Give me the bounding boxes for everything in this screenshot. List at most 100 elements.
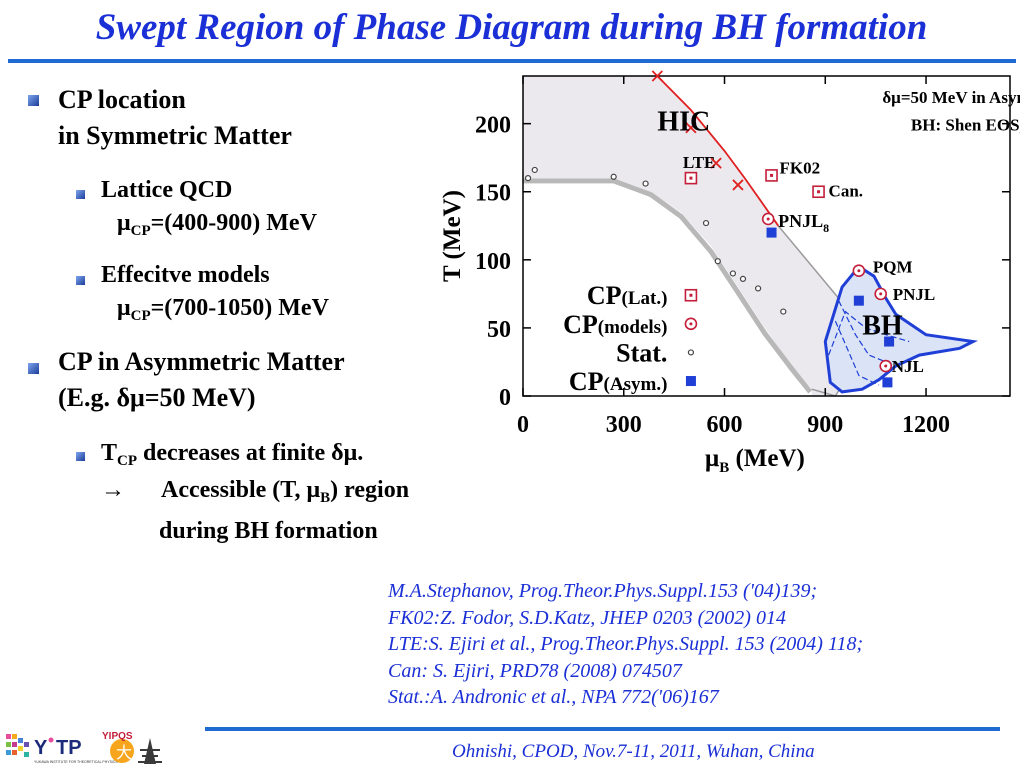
value-text: decreases at finite δμ.	[137, 440, 364, 466]
bullet-line: (E.g. δμ=50 MeV)	[58, 383, 256, 412]
point-label: PNJL8	[778, 211, 829, 235]
hic-label: HIC	[657, 106, 710, 137]
data-point	[642, 180, 649, 187]
data-point	[853, 295, 864, 306]
title-rule	[8, 59, 1016, 63]
hic-region	[523, 76, 866, 396]
y-tick-label: 200	[475, 113, 511, 139]
data-point	[739, 275, 747, 282]
info-line-2: BH: Shen EOS, 40 Msun	[911, 115, 1020, 137]
bullet-marker	[28, 363, 39, 374]
sub-bullet-marker	[76, 276, 85, 285]
x-tick-label: 300	[606, 412, 642, 438]
value-text: ) region	[330, 477, 410, 503]
x-tick-label: 600	[707, 412, 743, 438]
bullet-line: CP in Asymmetric Matter	[58, 347, 345, 376]
point-label: FK02	[780, 158, 821, 177]
point-label: NJL	[892, 357, 924, 376]
bh-inner-track	[838, 300, 897, 367]
sub-bullet-line: → Accessible (T, μB) region	[101, 474, 409, 515]
y-axis-label: T (MeV)	[440, 190, 466, 282]
reference-line: LTE:S. Ejiri et al., Prog.Theor.Phys.Sup…	[388, 633, 864, 655]
data-point	[755, 285, 762, 292]
sub-bullet-line: during BH formation	[159, 518, 378, 544]
sub-bullet-tcp-cont: → Accessible (T, μB) region during BH for…	[101, 474, 409, 548]
y-tick-label: 100	[475, 249, 511, 275]
value-text: Accessible (T, μ	[161, 477, 321, 503]
data-point-center	[884, 364, 888, 368]
data-point	[685, 376, 696, 387]
logo-text-yipqs: YIPQS	[102, 731, 133, 742]
freezeout-band	[523, 178, 813, 394]
logo-small-text: YUKAWA INSTITUTE FOR THEORETICAL PHYSICS	[34, 760, 118, 764]
y-tick-label: 0	[499, 385, 511, 411]
hic-cross-marker	[685, 122, 697, 134]
footer-text: Ohnishi, CPOD, Nov.7-11, 2011, Wuhan, Ch…	[452, 741, 815, 762]
sub-bullet-marker	[76, 190, 85, 199]
sub-bullet-line: μCP=(700-1050) MeV	[101, 292, 329, 333]
x-tick-label: 900	[807, 412, 843, 438]
info-line-1: δμ=50 MeV in Asym., gv/gs=0.2	[882, 88, 1020, 110]
phase-diagram-chart: 0 300 600 900 1200 0 50 100 150 200 μB (MeV) T (MeV…	[440, 70, 1020, 476]
slide-title: Swept Region of Phase Diagram during BH …	[95, 7, 928, 48]
bh-label: BH	[862, 311, 903, 342]
point-label: LTE	[683, 153, 715, 172]
sub-bullet-line: TCP decreases at finite δμ.	[101, 437, 363, 478]
value-text: =(400-900) MeV	[150, 210, 317, 236]
reference-line: Can: S. Ejiri, PRD78 (2008) 074507	[388, 659, 682, 682]
x-axis-label: μB (MeV)	[705, 445, 805, 476]
subscript: CP	[117, 453, 138, 469]
data-point	[531, 166, 538, 174]
logo-kanji: 大	[116, 743, 132, 762]
legend-label: CP(Lat.)	[587, 281, 668, 310]
x-tick-label: 1200	[902, 412, 950, 438]
legend-label: CP(models)	[563, 310, 667, 339]
logo-text-y: Y	[34, 737, 48, 759]
reference-line: Stat.:A. Andronic et al., NPA 772('06)16…	[388, 686, 719, 708]
data-point	[702, 219, 710, 227]
sub-bullet-marker	[76, 452, 85, 461]
mu-symbol: μ	[117, 295, 131, 321]
bullet-cp-asym: CP in Asymmetric Matter (E.g. δμ=50 MeV)	[58, 344, 345, 416]
bullet-cp-location: CP location in Symmetric Matter	[58, 82, 292, 154]
data-point-center	[879, 292, 883, 296]
hic-cross-marker	[651, 70, 663, 82]
arrow-icon: →	[101, 477, 125, 503]
plot-frame	[522, 75, 1011, 397]
data-point-center	[689, 293, 693, 297]
value-text: =(700-1050) MeV	[150, 295, 329, 321]
point-label: PQM	[873, 258, 913, 277]
pagoda-eaves	[138, 749, 162, 763]
logo-circle	[110, 739, 134, 763]
data-point-center	[689, 322, 693, 326]
sub-bullet-line: Effecitve models	[101, 262, 270, 288]
data-point	[780, 308, 787, 315]
data-point-center	[817, 190, 821, 194]
t-symbol: T	[101, 440, 118, 466]
data-point	[766, 227, 777, 238]
reference-line: FK02:Z. Fodor, S.D.Katz, JHEP 0203 (2002…	[388, 606, 786, 629]
sub-bullet-effective: Effecitve models μCP=(700-1050) MeV	[101, 259, 329, 333]
legend-label: Stat.	[616, 338, 667, 367]
data-point	[882, 377, 893, 388]
logo-text-tp: TP	[56, 737, 82, 759]
yitp-logo: Y TP YUKAWA INSTITUTE FOR THEORETICAL PH…	[6, 731, 162, 764]
logo-dot	[48, 737, 54, 743]
hic-line	[656, 75, 780, 227]
point-label: PNJL	[893, 285, 936, 304]
data-point-center	[857, 269, 861, 273]
point-label: Can.	[829, 182, 863, 201]
hic-cross-marker	[732, 179, 744, 191]
sub-bullet-lattice: Lattice QCD μCP=(400-900) MeV	[101, 174, 317, 248]
reference-line: M.A.Stephanov, Prog.Theor.Phys.Suppl.153…	[388, 580, 818, 602]
data-point	[714, 258, 721, 265]
data-point-center	[770, 173, 774, 177]
bullet-line: in Symmetric Matter	[58, 121, 292, 150]
y-tick-label: 50	[487, 317, 511, 343]
y-tick-label: 150	[475, 181, 511, 207]
bullet-line: CP location	[58, 85, 186, 114]
hic-cross-marker	[710, 157, 722, 169]
data-point	[524, 175, 532, 182]
sub-bullet-line: μCP=(400-900) MeV	[101, 207, 317, 248]
x-tick-label: 0	[517, 412, 529, 438]
